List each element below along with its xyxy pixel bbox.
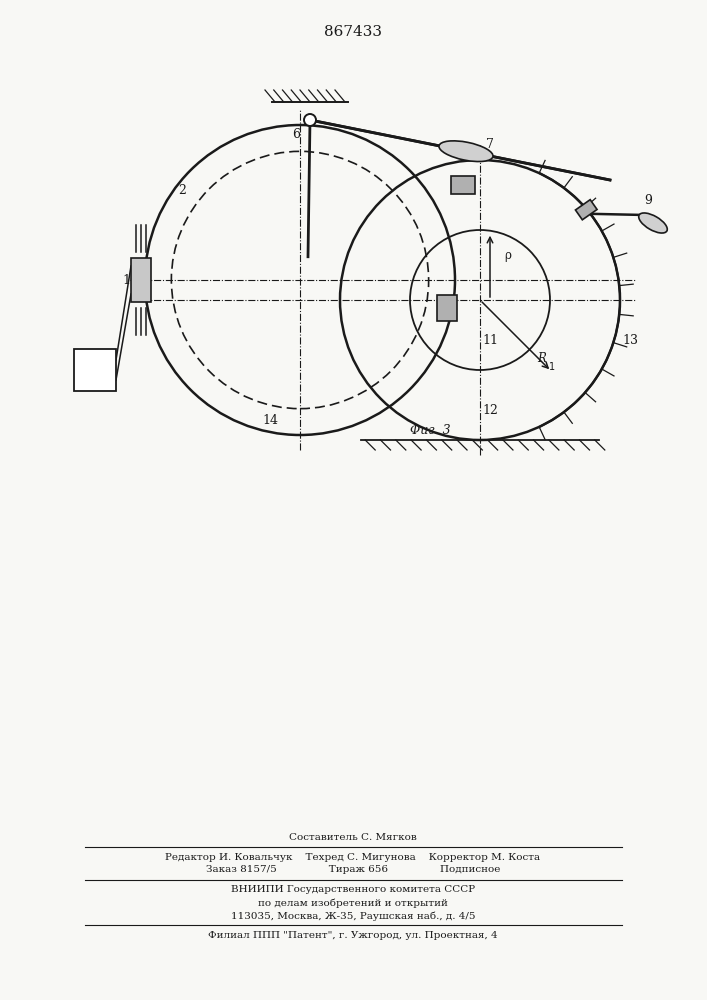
- Text: 13: 13: [622, 334, 638, 347]
- Text: 6: 6: [292, 128, 300, 141]
- Text: 15: 15: [97, 371, 113, 384]
- Text: 2: 2: [178, 184, 186, 196]
- Bar: [575, 200, 597, 220]
- Text: по делам изобретений и открытий: по делам изобретений и открытий: [258, 898, 448, 908]
- Text: 14: 14: [262, 414, 278, 426]
- Bar: [437, 295, 457, 321]
- Text: Редактор И. Ковальчук    Техред С. Мигунова    Корректор М. Коста: Редактор И. Ковальчук Техред С. Мигунова…: [165, 852, 541, 861]
- Text: 11: 11: [482, 334, 498, 347]
- Text: Филиал ППП "Патент", г. Ужгород, ул. Проектная, 4: Филиал ППП "Патент", г. Ужгород, ул. Про…: [208, 930, 498, 940]
- Text: Заказ 8157/5                Тираж 656                Подписное: Заказ 8157/5 Тираж 656 Подписное: [206, 865, 500, 874]
- Bar: [451, 176, 475, 194]
- Text: 12: 12: [482, 403, 498, 416]
- Text: 16: 16: [122, 273, 138, 286]
- Text: Φиг. 3: Φиг. 3: [409, 424, 450, 436]
- Text: 113035, Москва, Ж-35, Раушская наб., д. 4/5: 113035, Москва, Ж-35, Раушская наб., д. …: [230, 911, 475, 921]
- Text: 7: 7: [486, 138, 494, 151]
- Text: Составитель С. Мягков: Составитель С. Мягков: [289, 832, 417, 842]
- Text: 1: 1: [549, 362, 555, 372]
- Text: 867433: 867433: [324, 25, 382, 39]
- Text: R: R: [537, 352, 547, 364]
- Ellipse shape: [439, 141, 493, 162]
- Ellipse shape: [638, 213, 667, 233]
- Text: 9: 9: [644, 194, 652, 207]
- Text: ВНИИПИ Государственного комитета СССР: ВНИИПИ Государственного комитета СССР: [231, 886, 475, 894]
- Text: ρ: ρ: [505, 248, 511, 261]
- Bar: [74, 349, 116, 391]
- Bar: [131, 258, 151, 302]
- Circle shape: [304, 114, 316, 126]
- Text: 15: 15: [87, 363, 103, 376]
